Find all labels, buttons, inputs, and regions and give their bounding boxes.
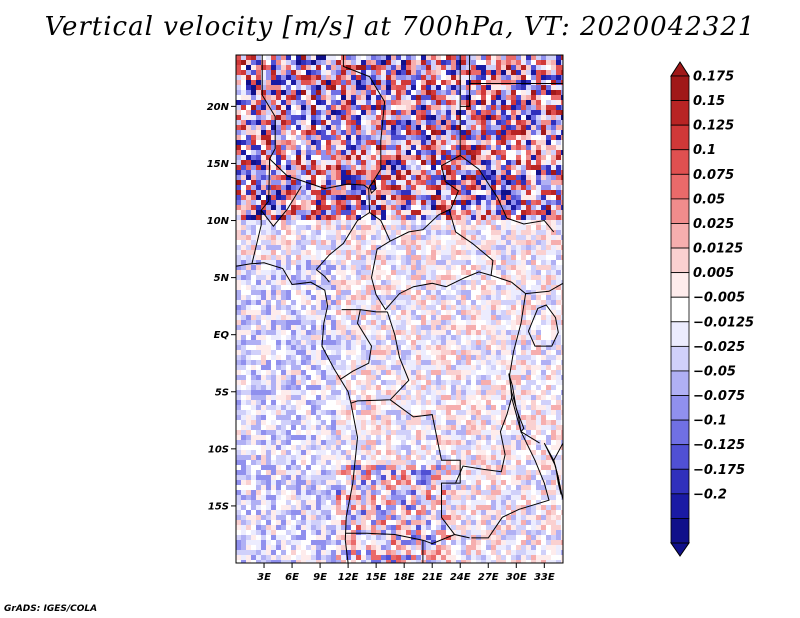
colorbar-label: −0.05 (693, 364, 736, 379)
lon-tick-label: 9E (313, 572, 327, 583)
colorbar-swatch (670, 173, 690, 200)
lat-tick-label: 10S (208, 444, 229, 455)
border-line (340, 309, 373, 380)
colorbar-swatch (670, 247, 690, 274)
lon-tick-label: 24E (450, 572, 471, 583)
lat-tick-label: 15N (207, 159, 230, 170)
lat-tick-label: 10N (207, 216, 230, 227)
lat-tick-label: 15S (208, 501, 229, 512)
border-line (341, 309, 388, 313)
border-line (508, 373, 525, 433)
colorbar-label: −0.2 (693, 487, 727, 502)
lat-tick-label: 5S (215, 387, 229, 398)
border-line (369, 180, 377, 195)
colorbar-label: 0.005 (693, 266, 734, 281)
colorbar-label: 0.05 (693, 192, 725, 207)
colorbar-swatch (670, 100, 690, 126)
lon-tick-label: 21E (422, 572, 443, 583)
colorbar-swatch (670, 518, 690, 544)
colorbar-swatch (670, 223, 690, 249)
border-line (236, 262, 359, 563)
border-line (369, 55, 461, 242)
latitude-axis: 20N 15N 10N 5N EQ 5S 10S 15S (207, 102, 236, 512)
lon-tick-label: 12E (338, 572, 359, 583)
colorbar-label: −0.125 (693, 438, 745, 453)
border-line (370, 208, 494, 311)
colorbar-label: 0.175 (693, 70, 734, 85)
border-line (260, 186, 302, 228)
border-line (527, 304, 559, 347)
border-line (345, 532, 455, 545)
colorbar: 0.175 0.15 0.125 0.1 0.075 0.05 0.025 0.0125 0.0… (670, 61, 754, 557)
colorbar-label: −0.1 (693, 414, 727, 429)
colorbar-swatch (670, 345, 690, 372)
border-line (269, 158, 369, 190)
border-line (350, 311, 410, 404)
colorbar-swatch (670, 124, 690, 151)
colorbar-swatch (670, 395, 690, 421)
lon-tick-label: 3E (257, 572, 271, 583)
country-borders (236, 55, 563, 563)
colorbar-swatch (670, 370, 690, 396)
border-line (455, 397, 513, 484)
colorbar-swatch (670, 493, 690, 519)
colorbar-bottom-arrow (670, 542, 690, 557)
colorbar-label: 0.15 (693, 94, 725, 109)
lon-tick-label: 30E (506, 572, 527, 583)
lat-tick-label: EQ (214, 330, 230, 341)
colorbar-label: −0.005 (693, 291, 745, 306)
colorbar-swatch (670, 321, 690, 347)
colorbar-label: 0.1 (693, 143, 716, 158)
border-line (459, 155, 555, 233)
border-line (460, 55, 471, 107)
colorbar-swatch (670, 75, 690, 101)
colorbar-label: 0.0125 (693, 242, 743, 257)
border-line (342, 55, 386, 189)
border-line (543, 442, 562, 495)
colorbar-swatch (670, 296, 690, 323)
colorbar-label: 0.075 (693, 168, 734, 183)
lat-tick-label: 5N (214, 273, 230, 284)
border-line (471, 431, 550, 539)
lat-tick-label: 20N (207, 102, 230, 113)
lon-tick-label: 27E (478, 572, 499, 583)
colorbar-swatch (670, 272, 690, 298)
map-frame (235, 54, 564, 564)
lon-tick-label: 15E (366, 572, 387, 583)
colorbar-label: −0.075 (693, 389, 745, 404)
colorbar-label: 0.125 (693, 119, 734, 134)
colorbar-swatch (670, 419, 690, 446)
colorbar-swatch (670, 149, 690, 175)
map-title: Vertical velocity [m/s] at 700hPa, VT: 2… (44, 12, 756, 42)
colorbar-label: −0.025 (693, 340, 745, 355)
border-line (315, 269, 330, 283)
grads-credit: GrADS: IGES/COLA (4, 604, 98, 614)
colorbar-top-arrow (670, 61, 690, 77)
colorbar-label: −0.175 (693, 463, 745, 478)
longitude-axis: 3E 6E 9E 12E 15E 18E 21E 24E 27E 30E 33E (257, 563, 555, 583)
lon-tick-label: 33E (534, 572, 555, 583)
colorbar-label: 0.025 (693, 217, 734, 232)
colorbar-swatch (670, 468, 690, 495)
lon-tick-label: 6E (285, 572, 299, 583)
colorbar-swatch (670, 444, 690, 470)
colorbar-swatch (670, 198, 690, 224)
velocity-field (236, 55, 563, 563)
colorbar-label: −0.0125 (693, 315, 754, 330)
lon-tick-label: 18E (394, 572, 415, 583)
border-line (315, 188, 371, 270)
